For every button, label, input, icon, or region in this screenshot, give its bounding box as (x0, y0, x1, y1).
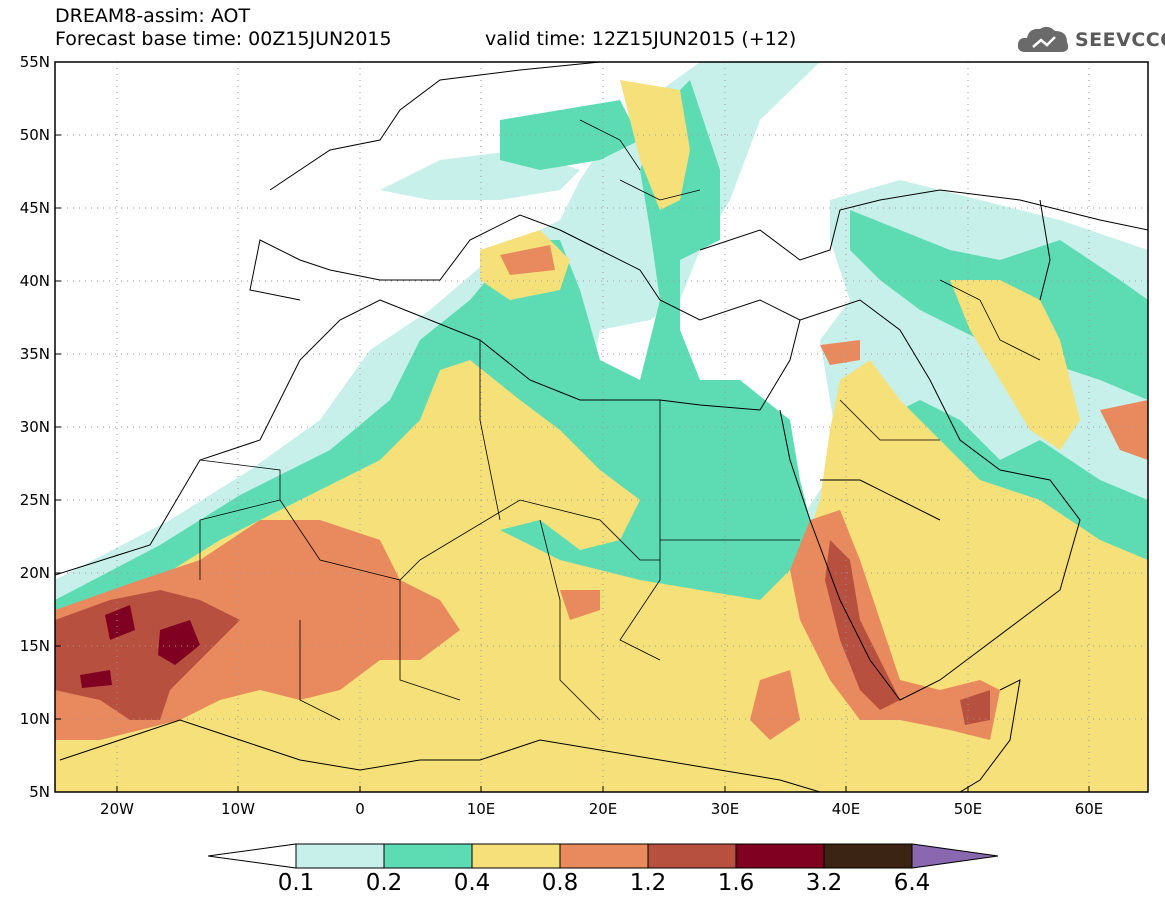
colorbar-segment (471, 843, 561, 869)
colorbar-label: 1.6 (717, 870, 755, 896)
graticule (55, 62, 1148, 792)
lon-label: 10E (466, 800, 496, 818)
map-title: DREAM8-assim: AOT (55, 5, 251, 27)
lat-label: 15N (19, 637, 50, 655)
lat-label: 30N (19, 418, 50, 436)
colorbar-label: 1.2 (629, 870, 667, 896)
colorbar-segment (911, 843, 999, 869)
lon-label: 30E (710, 800, 740, 818)
logo-text: SEEVCCC (1075, 29, 1165, 51)
seevccc-logo: SEEVCCC (1015, 22, 1165, 58)
lon-label: 0 (355, 800, 365, 818)
colorbar-segment (295, 843, 385, 869)
colorbar-segment (823, 843, 913, 869)
forecast-base-time: Forecast base time: 00Z15JUN2015 (55, 28, 392, 50)
lon-label: 20E (588, 800, 618, 818)
lat-label: 50N (19, 126, 50, 144)
lat-label: 5N (29, 783, 50, 801)
colorbar-segment (207, 843, 297, 869)
borders (199, 119, 1041, 721)
lon-label: 10W (221, 800, 255, 818)
lat-label: 25N (19, 491, 50, 509)
colorbar-label: 0.8 (541, 870, 579, 896)
aot-field-1.6 (80, 605, 200, 688)
lon-label: 50E (953, 800, 983, 818)
lat-label: 40N (19, 272, 50, 290)
colorbar-label: 0.4 (453, 870, 491, 896)
valid-time: valid time: 12Z15JUN2015 (+12) (485, 28, 797, 50)
colorbar-segment (383, 843, 473, 869)
lat-label: 45N (19, 199, 50, 217)
lat-label: 10N (19, 710, 50, 728)
colorbar-label: 6.4 (893, 870, 931, 896)
axis-ticks (55, 134, 1090, 792)
colorbar-segment (559, 843, 649, 869)
lon-label: 60E (1074, 800, 1104, 818)
colorbar-label: 0.1 (277, 870, 315, 896)
colorbar-segment (647, 843, 737, 869)
coastlines (55, 62, 1148, 792)
lat-label: 55N (19, 53, 50, 71)
lat-label: 35N (19, 345, 50, 363)
colorbar-segment (735, 843, 825, 869)
lon-label: 20W (100, 800, 134, 818)
colorbar-label: 3.2 (805, 870, 843, 896)
lat-label: 20N (19, 564, 50, 582)
lon-label: 40E (831, 800, 861, 818)
cloud-icon (1017, 26, 1069, 52)
colorbar-label: 0.2 (365, 870, 403, 896)
